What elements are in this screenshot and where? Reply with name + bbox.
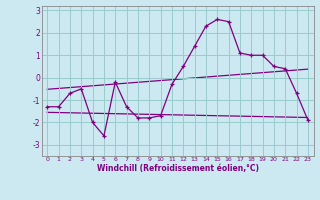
X-axis label: Windchill (Refroidissement éolien,°C): Windchill (Refroidissement éolien,°C) xyxy=(97,164,259,173)
